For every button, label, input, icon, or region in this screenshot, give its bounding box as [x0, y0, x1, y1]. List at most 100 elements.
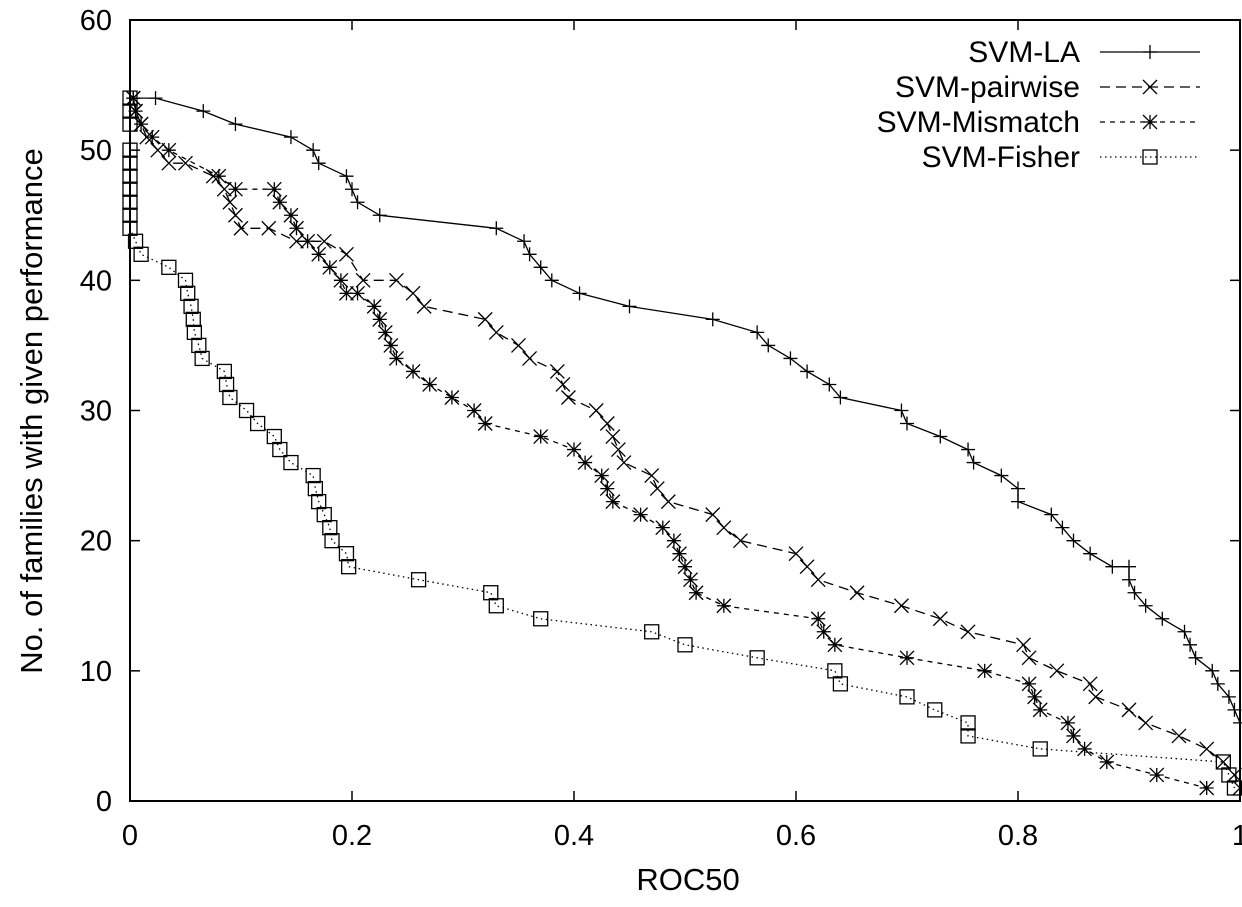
data-point-svm-pairwise	[549, 363, 565, 379]
data-point-svm-mismatch	[599, 481, 615, 497]
data-point-svm-pairwise	[605, 429, 621, 444]
y-tick-label: 0	[96, 786, 112, 818]
data-point-svm-pairwise	[1021, 650, 1037, 666]
data-point-svm-fisher	[324, 533, 340, 549]
data-point-svm-pairwise	[1016, 637, 1032, 653]
data-point-svm-mismatch	[227, 181, 243, 197]
data-point-svm-pairwise	[1049, 663, 1065, 679]
data-point-svm-la	[544, 273, 559, 288]
data-point-svm-pairwise	[1199, 741, 1215, 757]
data-point-svm-mismatch	[322, 259, 338, 275]
data-point-svm-la	[1011, 494, 1025, 509]
data-point-svm-mismatch	[466, 403, 482, 418]
data-point-svm-mismatch	[128, 103, 144, 119]
data-point-svm-la	[1083, 546, 1098, 561]
data-point-svm-pairwise	[599, 416, 615, 431]
data-point-svm-pairwise	[644, 468, 660, 484]
data-point-svm-pairwise	[1088, 689, 1104, 705]
data-point-svm-mismatch	[533, 429, 549, 444]
data-point-svm-mismatch	[388, 350, 404, 366]
data-point-svm-pairwise	[477, 311, 493, 327]
data-point-svm-fisher	[960, 728, 976, 744]
y-tick-label: 30	[80, 396, 112, 428]
legend-marker-svm-mismatch	[1142, 114, 1158, 130]
x-tick-label: 1	[1232, 820, 1242, 852]
data-point-svm-mismatch	[144, 129, 160, 145]
data-point-svm-mismatch	[827, 637, 843, 653]
data-point-svm-la	[1055, 520, 1070, 535]
data-point-svm-mismatch	[605, 494, 621, 510]
data-point-svm-mismatch	[688, 585, 704, 601]
data-point-svm-mismatch	[671, 546, 687, 562]
data-point-svm-la	[533, 260, 548, 275]
data-point-svm-la	[705, 312, 720, 327]
x-tick-label: 0.6	[776, 820, 816, 852]
data-point-svm-mismatch	[1149, 767, 1165, 783]
data-point-svm-pairwise	[1215, 754, 1231, 770]
data-point-svm-fisher	[191, 337, 207, 354]
data-point-svm-la	[1233, 715, 1242, 730]
data-point-svm-la	[800, 364, 815, 379]
data-point-svm-la	[900, 416, 914, 431]
data-point-svm-la	[1127, 585, 1142, 600]
series-line-svm-la	[133, 97, 1241, 724]
data-point-svm-la	[228, 117, 243, 132]
x-tick-label: 0.4	[554, 820, 594, 852]
data-point-svm-fisher	[122, 116, 138, 132]
data-point-svm-pairwise	[416, 298, 432, 314]
data-point-svm-la	[1122, 572, 1136, 587]
data-point-svm-la	[1183, 637, 1198, 652]
series-svm-mismatch	[125, 90, 1215, 796]
data-point-svm-pairwise	[261, 220, 277, 236]
data-point-svm-mismatch	[810, 611, 826, 627]
data-point-svm-fisher	[122, 207, 138, 223]
data-point-svm-mismatch	[161, 142, 177, 158]
legend-marker-svm-fisher	[1142, 149, 1158, 165]
data-point-svm-mismatch	[716, 598, 732, 614]
data-point-svm-pairwise	[338, 246, 354, 262]
data-point-svm-mismatch	[338, 285, 354, 301]
y-tick-labels: 0 10 20 30 40 50 60	[80, 5, 112, 818]
data-point-svm-la	[994, 468, 1009, 483]
data-point-svm-mismatch	[816, 624, 832, 640]
data-point-svm-pairwise	[511, 337, 526, 353]
data-point-svm-fisher	[122, 155, 138, 171]
data-point-svm-mismatch	[350, 285, 366, 301]
data-point-svm-fisher	[927, 702, 943, 718]
data-point-svm-fisher	[749, 650, 765, 666]
data-point-svm-la	[306, 143, 321, 158]
data-point-svm-fisher	[218, 376, 235, 393]
data-point-svm-fisher	[1215, 754, 1231, 770]
data-point-svm-fisher	[161, 259, 177, 275]
data-point-svm-mismatch	[283, 207, 299, 223]
data-point-svm-fisher	[249, 415, 266, 432]
data-point-svm-mismatch	[289, 220, 304, 236]
data-point-svm-mismatch	[1066, 728, 1081, 744]
x-tick-label: 0	[122, 820, 138, 852]
data-point-svm-fisher	[644, 624, 660, 640]
data-point-svm-pairwise	[660, 494, 676, 510]
y-tick-label: 60	[80, 5, 112, 37]
data-point-svm-pairwise	[150, 142, 166, 158]
data-point-svm-mismatch	[577, 455, 593, 471]
data-point-svm-fisher	[180, 285, 196, 302]
data-point-svm-pairwise	[932, 611, 948, 627]
data-point-svm-la	[345, 182, 359, 197]
data-point-svm-fisher	[316, 506, 332, 523]
data-point-svm-mismatch	[300, 233, 316, 249]
data-point-svm-la	[1122, 559, 1136, 574]
data-point-svm-pairwise	[616, 455, 632, 471]
data-point-svm-mismatch	[372, 311, 388, 327]
data-point-svm-la	[350, 195, 365, 210]
data-point-svm-fisher	[122, 103, 138, 119]
data-point-svm-fisher	[488, 598, 504, 614]
data-point-svm-fisher	[272, 441, 288, 458]
data-point-svm-mismatch	[594, 468, 610, 484]
data-point-svm-fisher	[185, 311, 201, 328]
y-tick-label: 50	[80, 135, 112, 167]
legend-marker-svm-la	[1143, 45, 1157, 59]
data-point-svm-la	[1205, 663, 1220, 678]
data-point-svm-la	[517, 234, 532, 249]
data-point-svm-mismatch	[1060, 715, 1076, 731]
